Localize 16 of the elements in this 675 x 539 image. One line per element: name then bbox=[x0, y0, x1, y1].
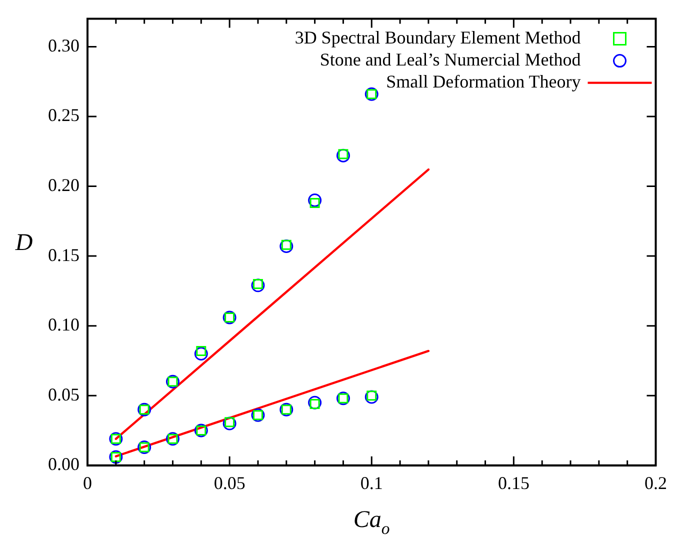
legend-label: Small Deformation Theory bbox=[386, 72, 581, 92]
x-tick-label: 0.15 bbox=[498, 472, 530, 493]
x-tick-label: 0.1 bbox=[360, 472, 383, 493]
x-tick-label: 0.05 bbox=[214, 472, 246, 493]
y-tick-label: 0.20 bbox=[48, 175, 80, 196]
x-tick-label: 0 bbox=[83, 472, 92, 493]
y-tick-label: 0.05 bbox=[48, 384, 80, 404]
y-tick-label: 0.25 bbox=[48, 105, 80, 126]
legend-label: 3D Spectral Boundary Element Method bbox=[294, 28, 581, 48]
y-tick-label: 0.10 bbox=[48, 314, 80, 335]
y-tick-label: 0.30 bbox=[48, 35, 80, 56]
legend-label: Stone and Leal’s Numercial Method bbox=[320, 50, 581, 70]
y-tick-label: 0.15 bbox=[48, 244, 80, 265]
y-axis-title: D bbox=[14, 230, 33, 256]
x-tick-label: 0.2 bbox=[644, 472, 667, 493]
y-tick-label: 0.00 bbox=[48, 454, 80, 474]
